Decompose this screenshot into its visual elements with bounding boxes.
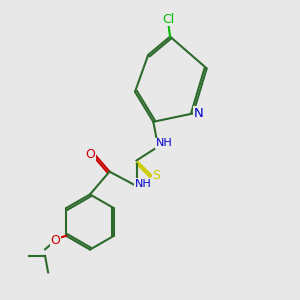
Text: S: S [153, 169, 160, 182]
Text: N: N [194, 107, 203, 120]
Text: NH: NH [156, 138, 172, 148]
Text: O: O [51, 234, 61, 247]
Text: NH: NH [135, 178, 152, 189]
Text: Cl: Cl [163, 13, 175, 26]
Text: O: O [86, 148, 95, 161]
